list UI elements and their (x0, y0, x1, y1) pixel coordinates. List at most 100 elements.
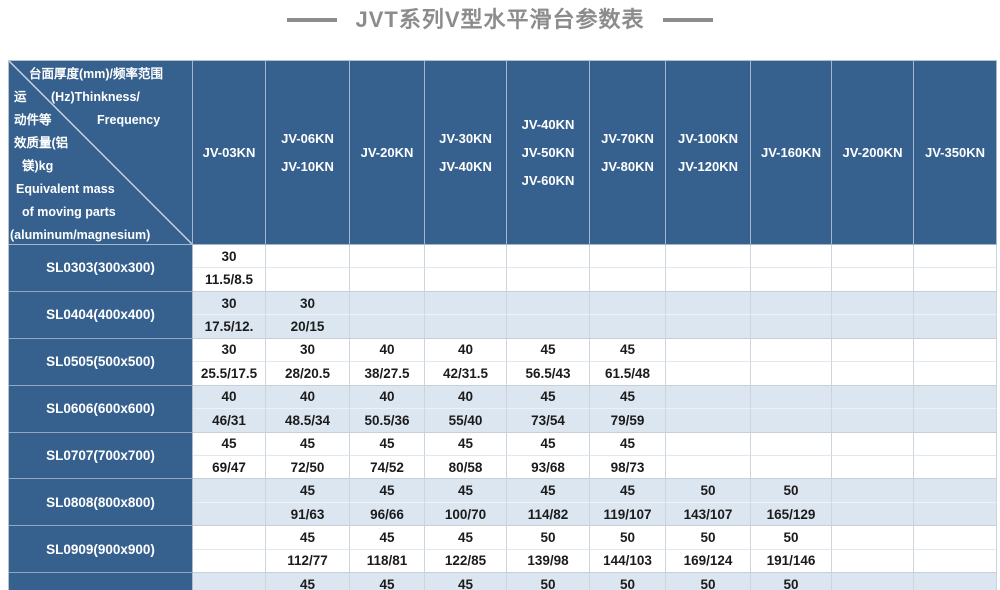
thickness-cell: 45 (350, 432, 425, 456)
thickness-cell (832, 479, 914, 503)
frequency-cell (832, 315, 914, 339)
thickness-cell (507, 245, 590, 269)
thickness-cell (914, 526, 997, 550)
corner-bottom-label-line: 效质量(铝 (14, 136, 69, 150)
thickness-cell (193, 479, 266, 503)
thickness-cell (266, 245, 350, 269)
thickness-cell (666, 338, 751, 363)
frequency-cell: 69/47 (193, 455, 266, 480)
column-header-label: JV-20KN (360, 145, 414, 160)
thickness-cell: 40 (425, 338, 507, 363)
frequency-cell: 79/59 (590, 409, 666, 433)
frequency-cell (751, 455, 832, 480)
thickness-cell: 40 (193, 385, 266, 410)
thickness-cell: 50 (666, 573, 751, 590)
frequency-cell (751, 268, 832, 292)
thickness-cell (832, 432, 914, 456)
frequency-cell (914, 315, 997, 339)
column-header: JV-70KN JV-80KN (590, 61, 666, 245)
frequency-cell: 46/31 (193, 409, 266, 433)
frequency-cell (193, 549, 266, 574)
frequency-cell (914, 455, 997, 480)
frequency-cell: 50.5/36 (350, 409, 425, 433)
frequency-cell: 143/107 (666, 502, 751, 527)
thickness-cell: 45 (266, 479, 350, 503)
thickness-cell (425, 291, 507, 316)
title-dash-right-icon (662, 18, 713, 22)
title-dash-left-icon (287, 18, 338, 22)
corner-top-label-line: Frequency (97, 113, 161, 127)
column-header-label: JV-06KN (281, 131, 334, 146)
thickness-cell: 45 (193, 432, 266, 456)
thickness-cell (832, 526, 914, 550)
frequency-cell: 55/40 (425, 409, 507, 433)
frequency-cell (914, 502, 997, 527)
frequency-cell (832, 409, 914, 433)
thickness-cell (193, 573, 266, 590)
row-label: SL0909(900x900) (9, 526, 193, 574)
frequency-cell: 91/63 (266, 502, 350, 527)
column-header-label: JV-120KN (678, 159, 738, 174)
corner-bottom-label-line: (aluminum/magnesium) (10, 228, 151, 242)
thickness-cell: 50 (666, 479, 751, 503)
frequency-cell (425, 268, 507, 292)
frequency-cell (666, 268, 751, 292)
column-header-label: JV-350KN (925, 145, 985, 160)
column-header: JV-20KN (350, 61, 425, 245)
corner-bottom-label-line: of moving parts (22, 205, 116, 219)
column-header-label: JV-60KN (521, 173, 575, 188)
frequency-cell: 73/54 (507, 409, 590, 433)
column-header-label: JV-200KN (842, 145, 903, 160)
thickness-cell: 30 (266, 291, 350, 316)
thickness-cell: 45 (425, 573, 507, 590)
frequency-cell (425, 315, 507, 339)
row-label: SL1010(1000x1000) (9, 573, 193, 590)
thickness-cell (751, 385, 832, 410)
frequency-cell: 119/107 (590, 502, 666, 527)
thickness-cell (832, 573, 914, 590)
column-header-label: JV-03KN (202, 145, 256, 160)
column-header: JV-160KN (751, 61, 832, 245)
frequency-cell: 48.5/34 (266, 409, 350, 433)
thickness-cell: 50 (751, 526, 832, 550)
thickness-cell (350, 245, 425, 269)
frequency-cell: 144/103 (590, 549, 666, 574)
page-title: JVT系列V型水平滑台参数表 (355, 7, 645, 32)
corner-top-label-line: (Hz)Thinkness/ (51, 90, 140, 104)
frequency-cell (507, 315, 590, 339)
parameter-table: 台面厚度(mm)/频率范围 (Hz)Thinkness/ Frequency 运… (8, 60, 997, 590)
thickness-cell: 45 (507, 479, 590, 503)
thickness-cell: 45 (507, 432, 590, 456)
frequency-cell (266, 268, 350, 292)
thickness-cell: 30 (266, 338, 350, 363)
thickness-cell: 50 (666, 526, 751, 550)
frequency-cell (832, 362, 914, 386)
thickness-cell (914, 245, 997, 269)
frequency-cell (751, 362, 832, 386)
frequency-cell: 25.5/17.5 (193, 362, 266, 386)
frequency-cell: 11.5/8.5 (193, 268, 266, 292)
thickness-cell: 30 (193, 338, 266, 363)
column-header: JV-40KN JV-50KN JV-60KN (507, 61, 590, 245)
frequency-cell: 56.5/43 (507, 362, 590, 386)
thickness-cell (751, 432, 832, 456)
corner-bottom-label-line: 动件等 (14, 113, 52, 127)
column-header-label: JV-100KN (678, 131, 738, 146)
thickness-cell: 30 (193, 245, 266, 269)
column-header: JV-200KN (832, 61, 914, 245)
frequency-cell: 139/98 (507, 549, 590, 574)
column-header: JV-03KN (193, 61, 266, 245)
thickness-cell: 45 (266, 432, 350, 456)
thickness-cell: 45 (590, 479, 666, 503)
corner-bottom-label-line: 运 (14, 90, 27, 104)
thickness-cell: 50 (507, 526, 590, 550)
column-header-label: JV-80KN (601, 159, 654, 174)
column-header: JV-100KN JV-120KN (666, 61, 751, 245)
thickness-cell (666, 291, 751, 316)
column-header-label: JV-10KN (281, 159, 334, 174)
row-label: SL0505(500x500) (9, 338, 193, 386)
thickness-cell (751, 245, 832, 269)
thickness-cell: 45 (350, 573, 425, 590)
thickness-cell (914, 291, 997, 316)
column-header: JV-06KN JV-10KN (266, 61, 350, 245)
